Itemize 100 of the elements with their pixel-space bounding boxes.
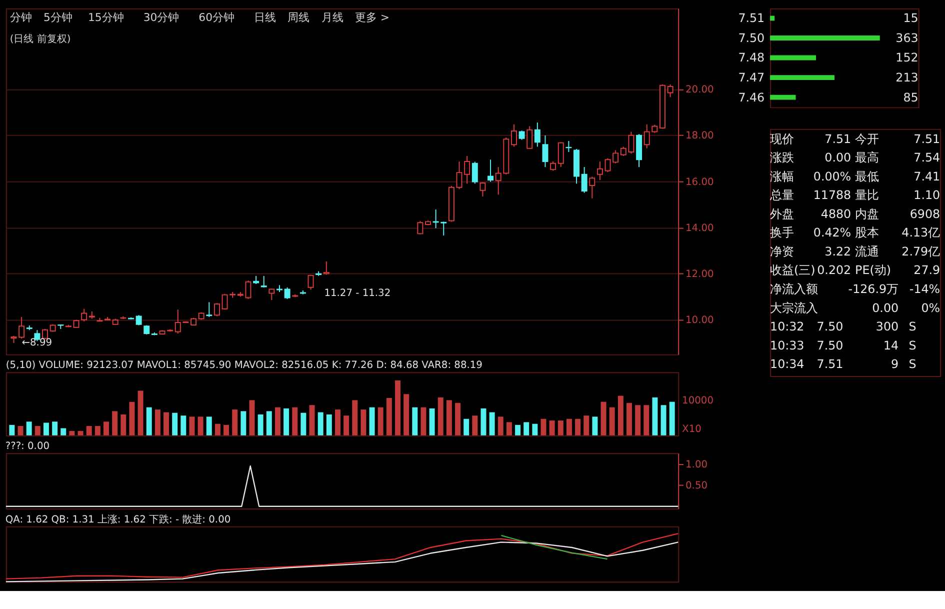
text: 1.10 [914,188,940,202]
text: S [908,357,916,372]
y-tick-label: 7.48 [738,50,765,65]
bar [420,407,426,436]
candlestick [526,126,533,150]
candlestick [542,134,548,168]
data-label: 85 [903,90,918,104]
text: 4.13亿 [902,226,940,240]
bar [172,412,178,436]
bar [515,424,521,436]
bar [566,418,572,436]
candlestick [284,286,290,300]
bar [104,422,109,436]
candlestick [667,84,674,98]
text: 总量 [769,188,794,202]
bar [60,428,66,436]
y-tick-label: 20.00 [686,84,714,96]
text: 流通 [855,244,880,258]
bar [378,407,384,436]
candlestick [260,275,267,288]
text: 0.00 [872,300,899,315]
bar [138,390,144,436]
bar [9,424,15,436]
bar [292,407,298,436]
bar [652,397,658,436]
text: 量比 [855,188,880,202]
candlestick [81,308,88,322]
annotation: 日线 [254,11,276,24]
bar [770,36,880,40]
text: 10:32 [770,320,804,334]
data-label: 15 [903,11,918,26]
text: X10 [682,424,702,436]
text: 2.79亿 [902,244,940,258]
y-tick-label: 7.47 [738,70,765,84]
bar [770,55,816,60]
y-tick-label: 0.50 [686,480,708,492]
bar [206,416,212,436]
text: 内盘 [855,206,880,221]
bar [369,407,375,436]
text: -126.9万 [848,282,899,296]
bar [489,412,495,436]
text: 27.9 [914,263,940,278]
text: 14 [883,338,899,352]
text: 股本 [855,226,880,240]
annotation: 周线 [288,11,310,24]
candlestick [596,161,603,180]
bar [240,411,246,436]
text: S [908,338,916,352]
text: 9 [890,357,899,372]
bar [112,411,118,436]
candlestick [550,161,556,172]
text: 0.202 [817,263,852,278]
bar [214,424,220,436]
candlestick [18,316,25,340]
y-tick-label: 12.00 [686,269,714,280]
bar [455,402,461,436]
y-tick-label: 7.51 [738,11,765,26]
bar [609,407,615,436]
text: 今开 [855,132,880,146]
bar [412,407,418,436]
text: 6908 [910,206,940,221]
bar [386,398,392,436]
bar [438,397,444,436]
bar [18,426,24,436]
bar [635,405,641,436]
bar [120,414,126,436]
text: 4880 [820,206,852,221]
bar [86,426,92,436]
bar [429,408,435,436]
y-tick-label: 7.46 [738,90,765,104]
bar [146,407,152,436]
text: 10000 [682,396,714,407]
candlestick [323,260,330,276]
candlestick [480,182,486,198]
bar [34,426,40,436]
annotation: 月线 [321,11,344,24]
text: 7.50 [816,320,844,334]
bar [309,405,315,436]
bar [224,424,230,436]
candlestick [417,220,424,235]
bar [558,420,564,436]
candlestick [472,161,478,184]
candlestick [214,302,220,317]
bar [506,422,512,436]
text: 7.51 [914,132,940,146]
y-tick-label: 7.50 [738,30,765,45]
y-tick-label: 18.00 [686,130,714,142]
candlestick [581,166,588,194]
data-label: 213 [896,70,918,84]
text: (日线 前复权) [10,32,71,45]
bar [584,416,590,436]
chart-title: QA: 1.62 QB: 1.31 上涨: 1.62 下跌: - 散进: 0.00 [5,513,231,526]
text: 收益(三) [770,263,816,278]
bar [618,396,624,436]
bar [266,411,272,436]
bar [94,426,100,436]
bar [189,416,195,436]
annotation: ←8.99 [22,337,52,348]
data-label: 152 [896,50,918,65]
bar [592,416,598,436]
